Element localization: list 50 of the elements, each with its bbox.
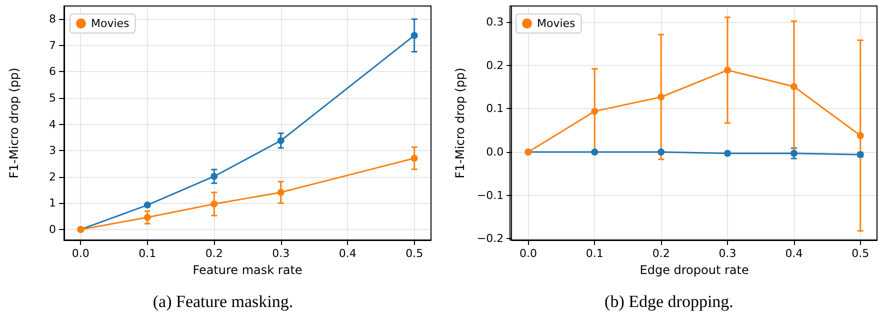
x-tick-label: 0.5 bbox=[406, 247, 424, 260]
point bbox=[144, 202, 151, 209]
legend-label: Movies bbox=[537, 17, 576, 30]
point bbox=[724, 150, 732, 157]
y-tick-label: 0.3 bbox=[486, 16, 504, 29]
x-tick-label: 0.2 bbox=[652, 247, 670, 260]
x-tick-label: 0.2 bbox=[205, 247, 223, 260]
x-tick-label: 0.1 bbox=[586, 247, 604, 260]
y-tick-label: 5 bbox=[49, 92, 56, 105]
x-axis-title: Feature mask rate bbox=[192, 263, 302, 277]
point bbox=[856, 132, 864, 140]
y-tick-label: 0.2 bbox=[486, 58, 504, 72]
point bbox=[410, 32, 418, 39]
y-tick-label: 2 bbox=[49, 170, 56, 184]
y-tick-label: 0.0 bbox=[486, 146, 504, 159]
x-tick-label: 0.4 bbox=[338, 247, 356, 260]
y-tick-label: −0.1 bbox=[476, 188, 504, 202]
x-tick-label: 0.1 bbox=[138, 247, 156, 260]
legend-label: Movies bbox=[91, 17, 130, 30]
y-tick-label: 8 bbox=[49, 12, 56, 26]
y-axis-title: F1-Micro drop (pp) bbox=[453, 68, 467, 178]
point bbox=[724, 66, 732, 74]
x-tick-label: 0.3 bbox=[272, 247, 290, 260]
y-tick-label: 3 bbox=[49, 144, 56, 158]
y-tick-label: 0 bbox=[49, 222, 56, 236]
y-axis-title: F1-Micro drop (pp) bbox=[7, 68, 21, 178]
x-axis-title: Edge dropout rate bbox=[640, 263, 749, 277]
point bbox=[210, 172, 218, 180]
x-tick-label: 0.0 bbox=[519, 247, 537, 260]
point bbox=[410, 154, 418, 162]
point bbox=[277, 137, 284, 144]
point bbox=[658, 94, 665, 100]
point bbox=[277, 188, 284, 196]
x-tick-label: 0.3 bbox=[718, 247, 736, 260]
y-tick-label: 4 bbox=[49, 118, 56, 131]
point bbox=[144, 214, 151, 221]
x-tick-label: 0.0 bbox=[72, 247, 90, 260]
y-tick-label: 7 bbox=[49, 38, 56, 52]
point bbox=[790, 83, 798, 90]
y-tick-label: −0.2 bbox=[476, 232, 504, 246]
text: (b) Edge dropping. bbox=[604, 292, 734, 312]
x-tick-label: 0.5 bbox=[852, 247, 870, 260]
y-tick-label: 6 bbox=[49, 65, 56, 78]
y-tick-label: 1 bbox=[49, 196, 56, 210]
point bbox=[658, 148, 665, 156]
point bbox=[591, 108, 598, 115]
point bbox=[210, 200, 218, 208]
x-tick-label: 0.4 bbox=[785, 247, 803, 260]
y-tick-label: 0.1 bbox=[486, 102, 504, 116]
text: (a) Feature masking. bbox=[152, 292, 294, 312]
